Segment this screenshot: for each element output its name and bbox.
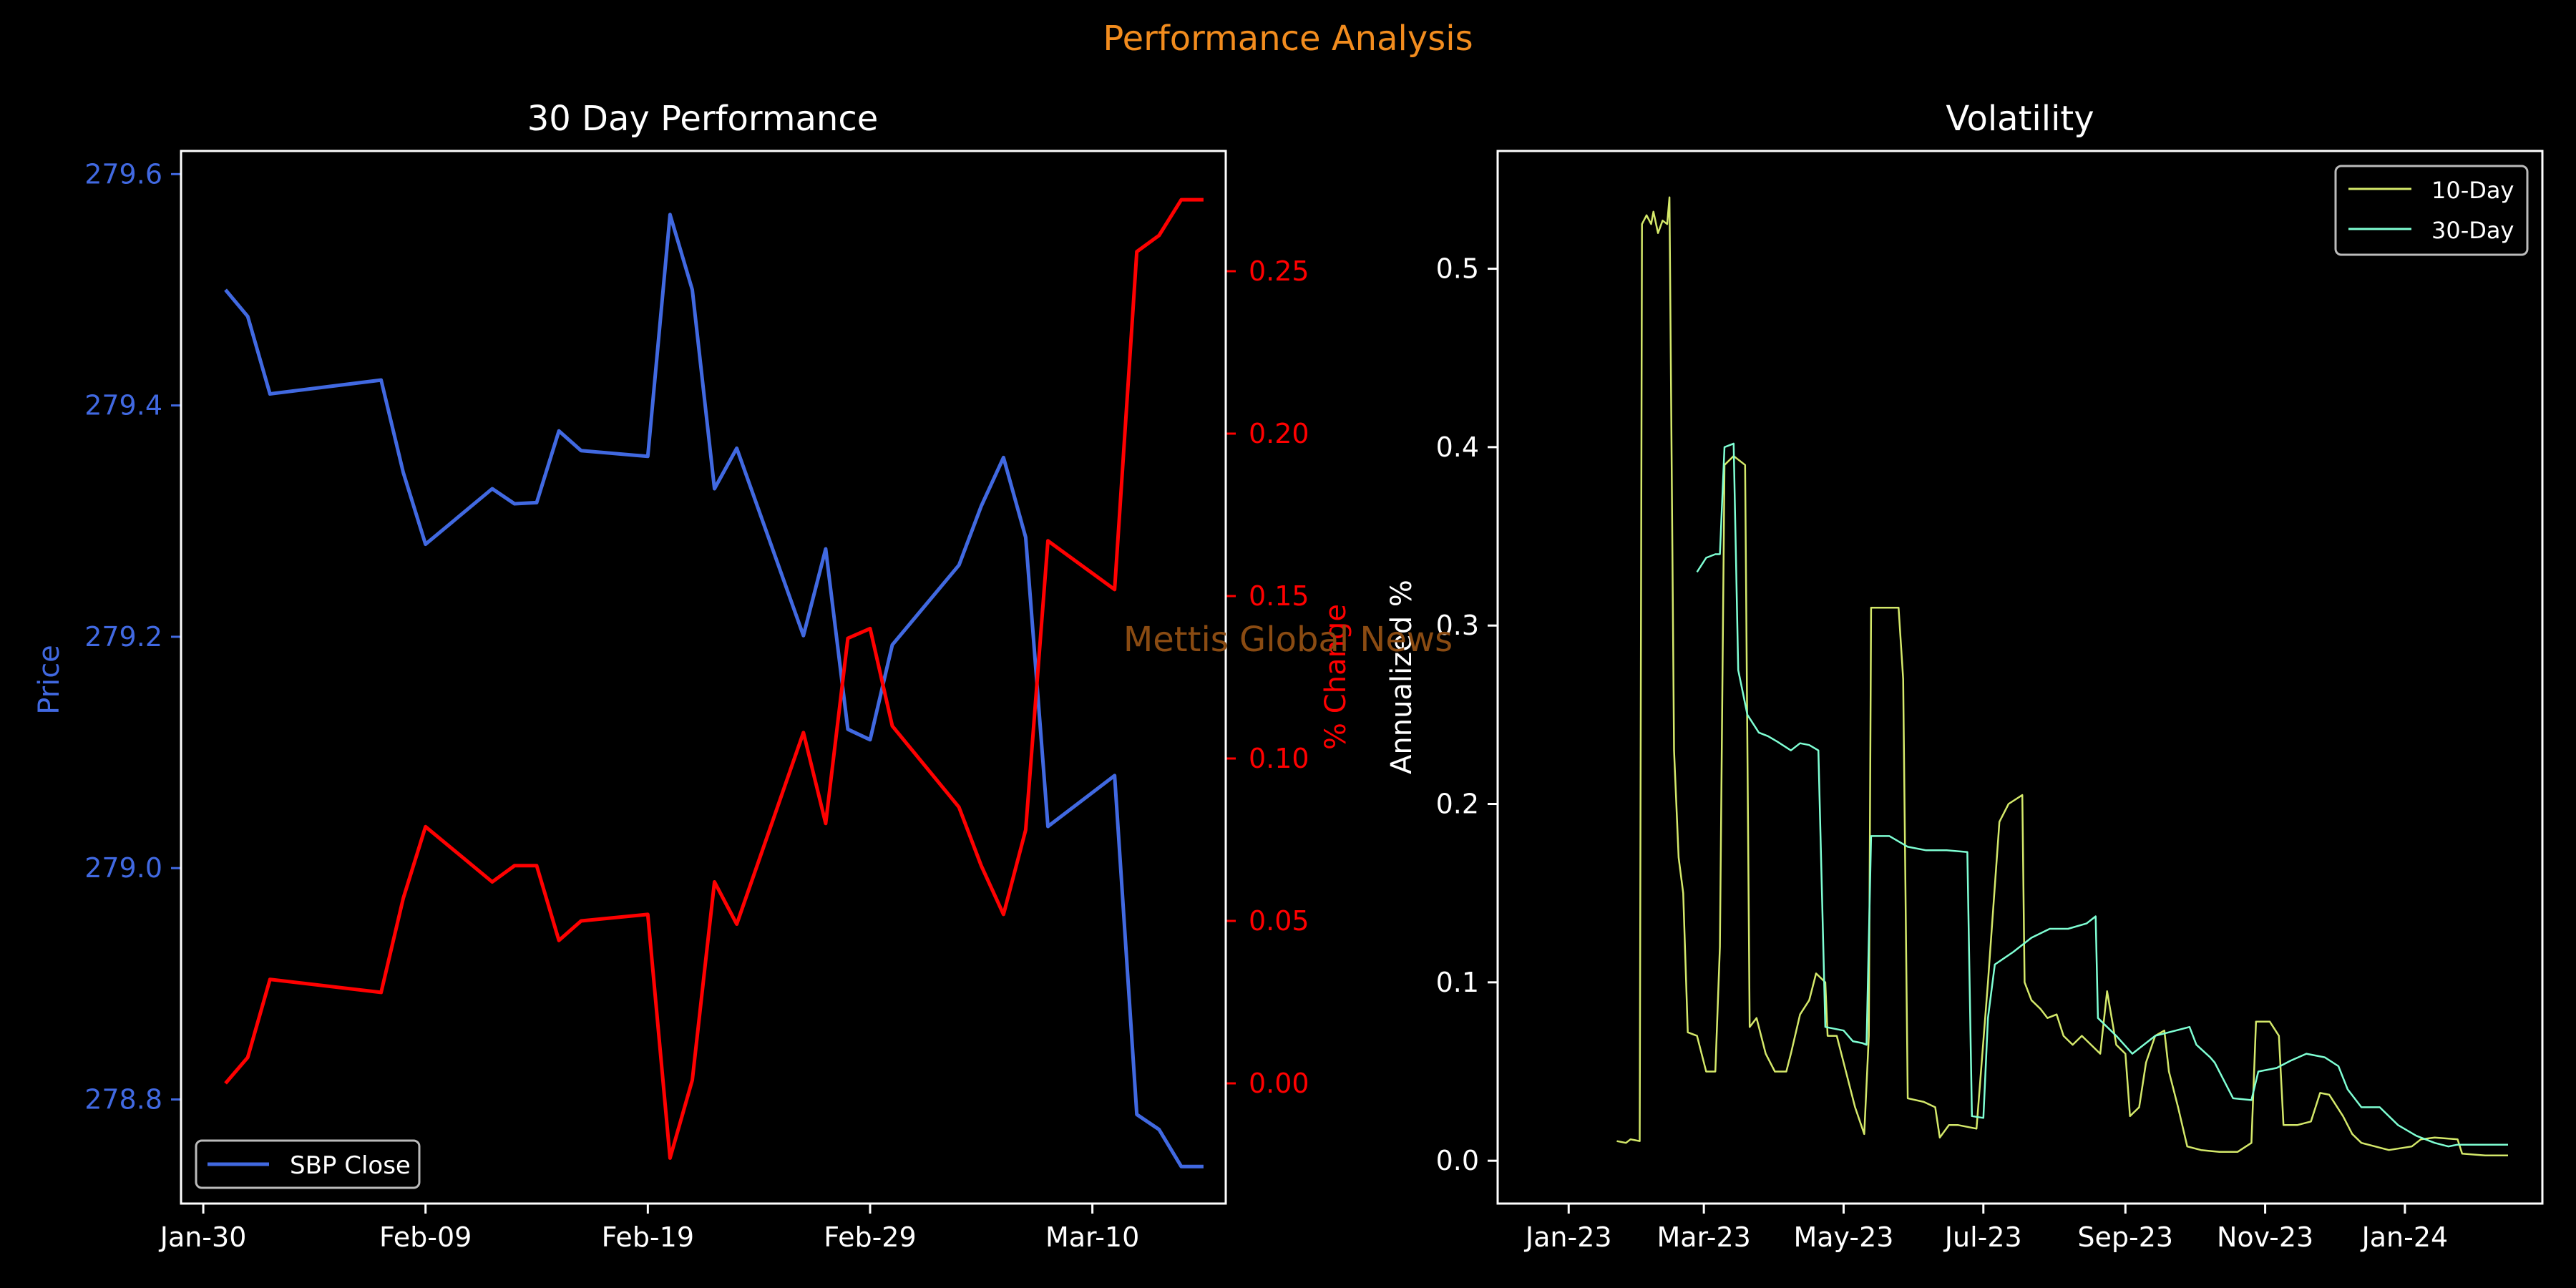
price-tick-label: 278.8	[84, 1084, 162, 1116]
legend-label-10-day: 10-Day	[2431, 177, 2514, 204]
legend-label-30-day: 30-Day	[2431, 217, 2514, 244]
x-tick-label: Jan-23	[1524, 1221, 1612, 1253]
vol-tick-label: 0.2	[1436, 789, 1479, 820]
volatility-chart-title: Volatility	[1946, 99, 2094, 139]
x-tick-label: Mar-23	[1657, 1221, 1750, 1253]
x-tick-label: Jan-30	[159, 1221, 247, 1253]
price-axis-label: Price	[33, 645, 66, 715]
figure-suptitle: Performance Analysis	[1103, 19, 1473, 59]
vol-30-day-line	[1696, 442, 2508, 1148]
x-tick-label: Feb-29	[824, 1221, 916, 1253]
x-tick-label: Feb-09	[379, 1221, 472, 1253]
x-tick-label: Nov-23	[2217, 1221, 2313, 1253]
price-chart-lines	[224, 197, 1204, 1169]
x-tick-label: Sep-23	[2077, 1221, 2173, 1253]
price-tick-label: 279.4	[84, 390, 162, 421]
vol-tick-label: 0.4	[1436, 431, 1479, 463]
volatility-chart-legend: 10-Day 30-Day	[2334, 165, 2529, 256]
x-tick-label: Mar-10	[1045, 1221, 1139, 1253]
sbp-close-line	[224, 213, 1204, 1169]
price-tick-label: 279.2	[84, 621, 162, 653]
pct-tick-label: 0.10	[1249, 743, 1309, 774]
price-chart-frame	[180, 150, 1227, 1205]
annualized-axis-label: Annualized %	[1385, 580, 1418, 774]
pct-tick-label: 0.20	[1249, 418, 1309, 449]
vol-10-day-line	[1616, 196, 2508, 1156]
pct-tick-label: 0.25	[1249, 255, 1309, 287]
watermark-text: Mettis Global News	[1123, 620, 1453, 660]
price-chart-title: 30 Day Performance	[527, 99, 879, 139]
volatility-chart-frame	[1496, 150, 2544, 1205]
vol-tick-label: 0.5	[1436, 253, 1479, 285]
price-chart-ticks: Jan-30 Feb-09 Feb-19 Feb-29 Mar-10 278.8 279.0…	[84, 158, 1309, 1253]
price-tick-label: 279.0	[84, 852, 162, 884]
pct-tick-label: 0.00	[1249, 1068, 1309, 1099]
price-chart-panel: 30 Day Performance Jan-30 Feb-09 Feb-19 Feb…	[33, 99, 1352, 1253]
legend-box	[195, 1139, 421, 1189]
volatility-chart-lines	[1616, 196, 2508, 1156]
pct-tick-label: 0.15	[1249, 580, 1309, 612]
pct-tick-label: 0.05	[1249, 905, 1309, 937]
price-tick-label: 279.6	[84, 158, 162, 190]
x-tick-label: Feb-19	[602, 1221, 694, 1253]
vol-tick-label: 0.0	[1436, 1145, 1479, 1176]
pct-change-axis-label: % Change	[1319, 604, 1352, 750]
pct-change-line	[224, 197, 1204, 1160]
volatility-chart-panel: Volatility Jan-23 Mar-23 May-23 Jul-23 Sep-2…	[1385, 99, 2544, 1253]
price-chart-legend: SBP Close	[195, 1139, 421, 1189]
volatility-chart-ticks: Jan-23 Mar-23 May-23 Jul-23 Sep-23 Nov-23 Jan-…	[1436, 253, 2449, 1253]
x-tick-label: Jul-23	[1943, 1221, 2022, 1253]
vol-tick-label: 0.3	[1436, 610, 1479, 641]
x-tick-label: May-23	[1793, 1221, 1893, 1253]
legend-label-sbp-close: SBP Close	[290, 1151, 411, 1180]
vol-tick-label: 0.1	[1436, 967, 1479, 998]
x-tick-label: Jan-24	[2361, 1221, 2449, 1253]
